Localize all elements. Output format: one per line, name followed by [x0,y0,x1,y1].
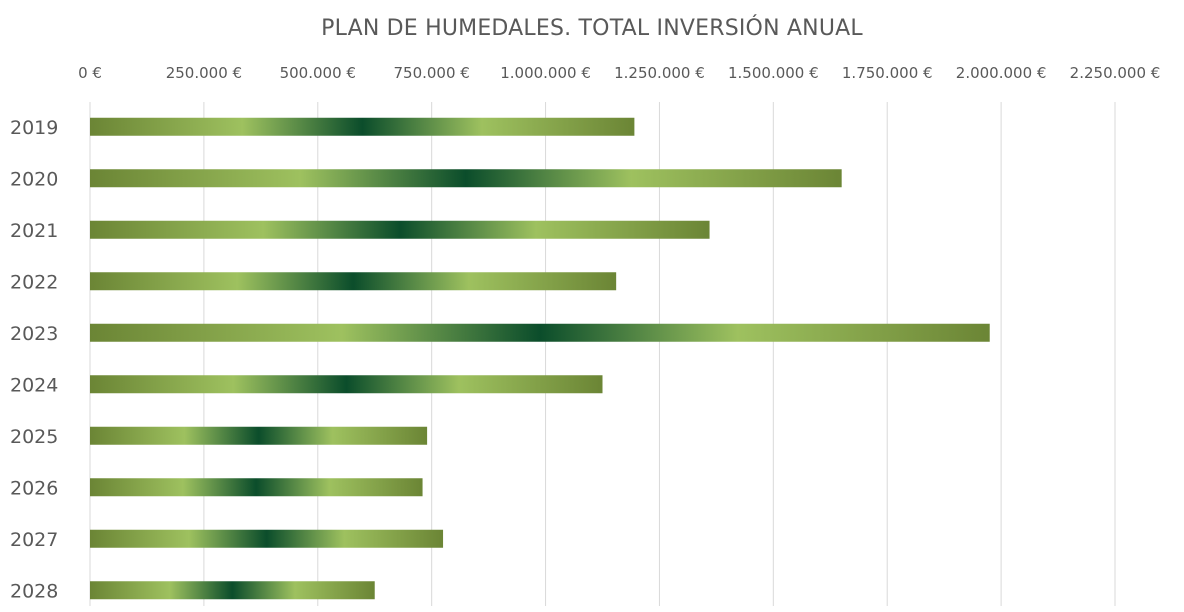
x-tick-label-9: 2.250.000 € [1070,64,1161,82]
category-label-2020: 2020 [10,168,58,190]
bar-2025 [90,426,428,445]
chart-title: PLAN DE HUMEDALES. TOTAL INVERSIÓN ANUAL [321,16,863,41]
bar-2022 [90,272,617,291]
bar-2020 [90,169,842,188]
x-tick-label-3: 750.000 € [393,64,469,82]
category-label-2026: 2026 [10,477,58,499]
bar-2024 [90,375,603,394]
bar-2027 [90,529,444,548]
category-label-2023: 2023 [10,323,58,345]
x-tick-label-0: 0 € [78,64,102,82]
x-tick-label-7: 1.750.000 € [842,64,933,82]
category-label-2025: 2025 [10,426,58,448]
category-label-2024: 2024 [10,374,58,396]
bar-2028 [90,581,375,600]
bar-2026 [90,478,423,497]
bar-2021 [90,220,710,239]
category-label-2028: 2028 [10,580,58,602]
x-tick-label-5: 1.250.000 € [614,64,705,82]
x-tick-label-6: 1.500.000 € [728,64,819,82]
category-label-2021: 2021 [10,220,58,242]
x-tick-label-8: 2.000.000 € [956,64,1047,82]
x-tick-label-1: 250.000 € [166,64,242,82]
category-label-2027: 2027 [10,529,58,551]
category-label-2019: 2019 [10,117,58,139]
bar-2019 [90,117,635,136]
x-tick-label-4: 1.000.000 € [500,64,591,82]
category-label-2022: 2022 [10,271,58,293]
bar-2023 [90,323,990,342]
x-tick-label-2: 500.000 € [280,64,356,82]
